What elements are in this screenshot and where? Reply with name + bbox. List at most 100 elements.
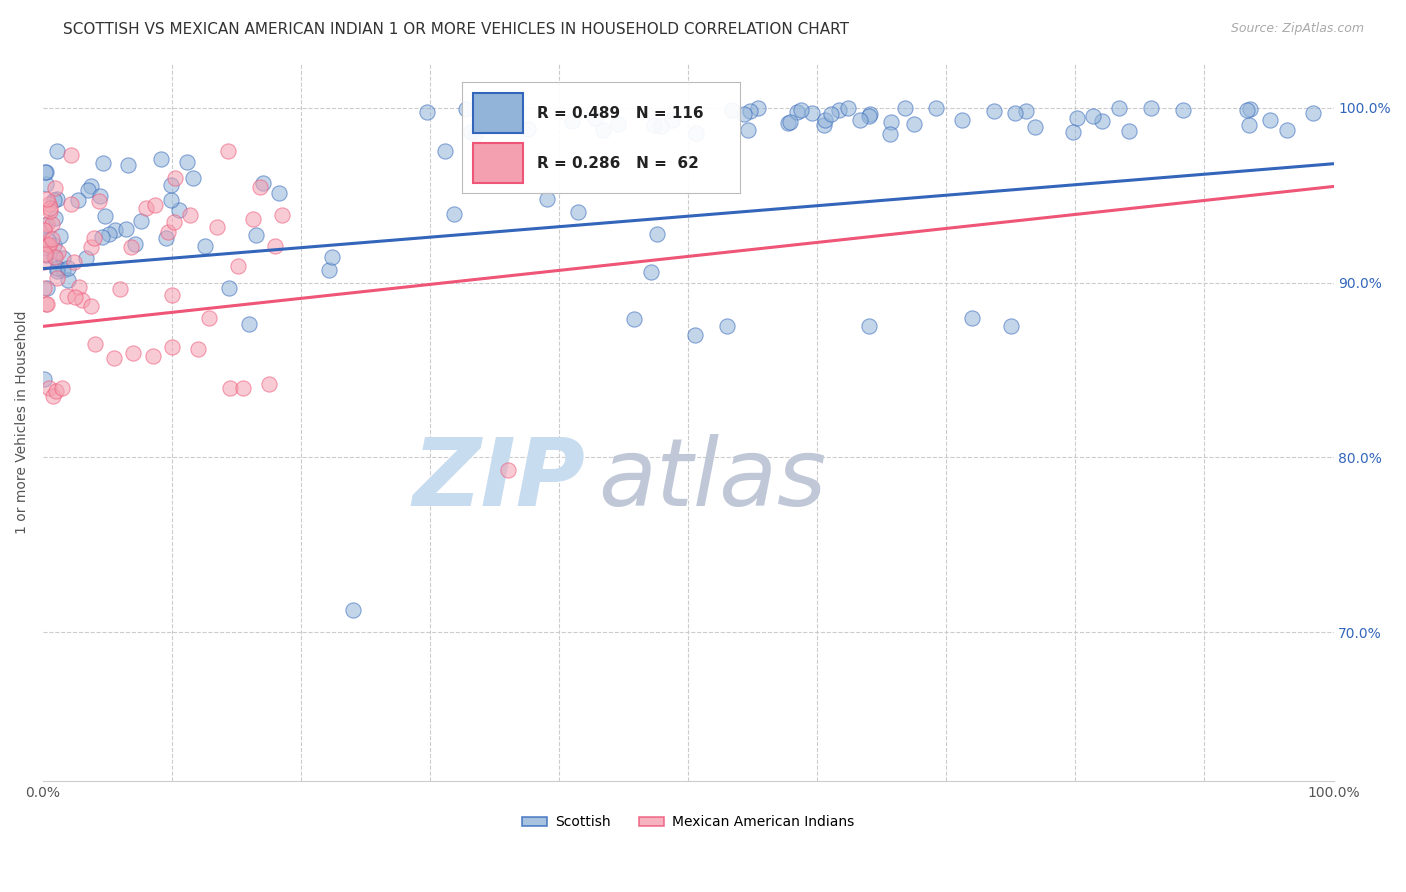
Point xyxy=(122,345,145,359)
Point xyxy=(183,170,205,185)
Point xyxy=(56,289,79,303)
Point xyxy=(496,463,519,477)
Point xyxy=(1004,105,1026,120)
Point xyxy=(89,188,111,202)
Point xyxy=(747,101,769,115)
Point xyxy=(342,602,364,616)
Point xyxy=(716,319,738,334)
Point xyxy=(45,271,67,285)
Point xyxy=(124,236,146,251)
Point xyxy=(77,183,100,197)
Point xyxy=(1090,113,1112,128)
Point xyxy=(464,127,486,141)
Point xyxy=(120,240,142,254)
Point xyxy=(46,145,69,159)
Point xyxy=(561,114,583,128)
Point xyxy=(75,251,97,265)
Text: ZIP: ZIP xyxy=(412,434,585,526)
Point xyxy=(37,233,59,247)
Point xyxy=(159,178,181,192)
Point xyxy=(859,106,882,120)
Point xyxy=(165,171,187,186)
Point xyxy=(176,155,198,169)
Point xyxy=(34,165,56,179)
Point xyxy=(56,272,79,286)
Point xyxy=(35,165,58,179)
Point xyxy=(460,125,482,139)
Point xyxy=(42,238,65,252)
Point xyxy=(1062,125,1084,139)
Point xyxy=(318,263,340,277)
Point xyxy=(685,126,707,140)
Point xyxy=(583,112,606,126)
Point xyxy=(32,223,55,237)
Point xyxy=(63,289,86,303)
Point xyxy=(536,192,558,206)
Point xyxy=(1140,101,1163,115)
Point xyxy=(108,282,131,296)
Point xyxy=(115,222,138,236)
Point xyxy=(242,212,264,227)
Point xyxy=(34,218,56,232)
Point xyxy=(858,109,880,123)
Point xyxy=(267,186,290,200)
Point xyxy=(45,384,67,398)
Point xyxy=(820,107,842,121)
Y-axis label: 1 or more Vehicles in Household: 1 or more Vehicles in Household xyxy=(15,310,30,534)
Point xyxy=(35,297,58,311)
Point xyxy=(34,177,56,191)
Point xyxy=(160,340,183,354)
Point xyxy=(34,248,56,262)
Point xyxy=(454,102,477,116)
Point xyxy=(1000,319,1022,334)
Point xyxy=(232,380,254,394)
Point xyxy=(46,260,69,275)
Point xyxy=(49,229,72,244)
Point xyxy=(34,235,56,250)
Point xyxy=(640,265,662,279)
Text: Source: ZipAtlas.com: Source: ZipAtlas.com xyxy=(1230,22,1364,36)
Point xyxy=(205,219,228,234)
Point xyxy=(740,103,762,118)
Point xyxy=(156,225,179,239)
Point xyxy=(252,176,274,190)
Point xyxy=(169,202,191,217)
Point xyxy=(733,107,755,121)
Point xyxy=(737,122,759,136)
Point xyxy=(159,193,181,207)
Point xyxy=(1171,103,1194,118)
Point xyxy=(42,251,65,265)
Point xyxy=(80,178,103,193)
Point xyxy=(38,238,60,252)
Point xyxy=(52,252,75,266)
Point xyxy=(219,380,242,394)
Point xyxy=(218,281,240,295)
Point xyxy=(1237,118,1260,132)
Point xyxy=(39,201,62,215)
Point xyxy=(194,239,217,253)
Point xyxy=(257,377,280,392)
Point xyxy=(38,197,60,211)
Point xyxy=(1081,109,1104,123)
Point xyxy=(264,238,287,252)
Point xyxy=(83,336,105,351)
Point xyxy=(800,106,823,120)
Point xyxy=(44,250,66,264)
Point xyxy=(44,211,66,225)
Point xyxy=(858,319,880,334)
Point xyxy=(37,297,59,311)
Point xyxy=(925,101,948,115)
Point xyxy=(1302,106,1324,120)
Point xyxy=(80,240,103,254)
Point xyxy=(59,148,82,162)
Point xyxy=(83,231,105,245)
Point xyxy=(41,217,63,231)
Point xyxy=(1236,103,1258,117)
Point xyxy=(643,118,665,132)
Legend: Scottish, Mexican American Indians: Scottish, Mexican American Indians xyxy=(516,810,860,835)
Point xyxy=(879,114,901,128)
Point xyxy=(661,112,683,127)
Point xyxy=(1015,103,1038,118)
Point xyxy=(103,351,125,365)
Point xyxy=(135,201,157,215)
